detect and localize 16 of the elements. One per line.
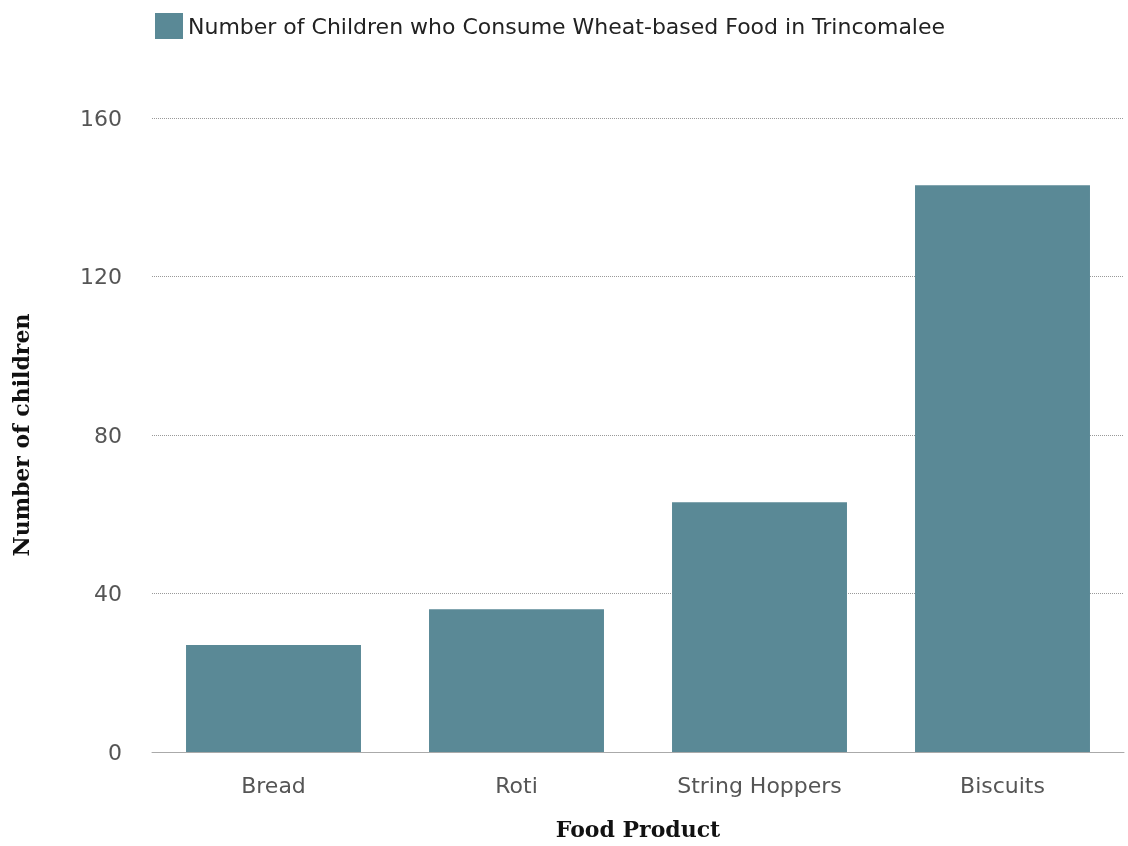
y-tick-label: 40 — [94, 581, 122, 606]
x-axis-title: Food Product — [555, 816, 722, 842]
y-tick-label: 80 — [94, 422, 122, 448]
y-tick-label: 120 — [80, 264, 122, 289]
legend-label: Number of Children who Consume Wheat-based Food in Trincomalee — [188, 13, 946, 39]
x-tick-label: Bread — [241, 772, 306, 798]
bar — [186, 645, 361, 752]
x-tick-label: Roti — [495, 772, 538, 798]
y-tick-label: 0 — [108, 739, 122, 765]
bar — [672, 502, 847, 752]
bar — [915, 185, 1090, 752]
x-tick-label: String Hoppers — [677, 772, 842, 798]
y-axis-title: Number of children — [8, 313, 34, 557]
bar — [429, 609, 604, 752]
y-tick-label: 160 — [80, 105, 122, 131]
x-tick-label: Biscuits — [960, 772, 1045, 798]
